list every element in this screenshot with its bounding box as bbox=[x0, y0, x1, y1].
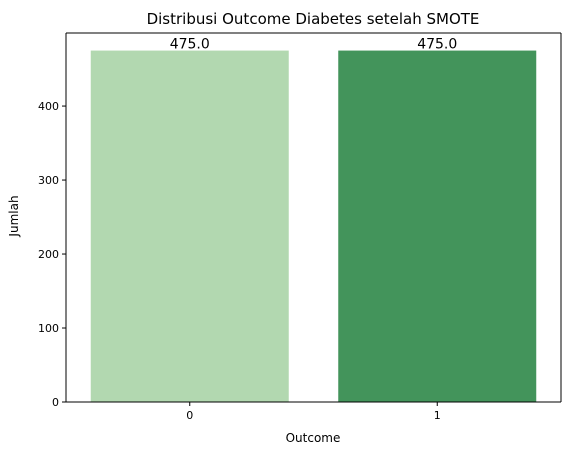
bar-value-label-1: 475.0 bbox=[417, 37, 457, 53]
bar-labels-layer: 475.0 475.0 bbox=[170, 37, 458, 53]
bar-0 bbox=[90, 50, 289, 402]
y-tick-label: 400 bbox=[38, 100, 59, 113]
y-tick-label: 300 bbox=[38, 174, 59, 187]
y-tick-label: 200 bbox=[38, 248, 59, 261]
bars-layer bbox=[90, 50, 537, 402]
bar-1 bbox=[338, 50, 537, 402]
axes-layer bbox=[65, 32, 562, 403]
y-tick-label: 0 bbox=[52, 396, 59, 409]
x-axis-title: Outcome bbox=[286, 431, 341, 445]
bar-value-label-0: 475.0 bbox=[170, 37, 210, 53]
x-tick-label: 1 bbox=[434, 409, 441, 422]
ticks-layer: 0 100 200 300 400 0 1 bbox=[38, 100, 441, 422]
y-tick-label: 100 bbox=[38, 322, 59, 335]
y-axis-title: Jumlah bbox=[7, 195, 21, 237]
chart-title: Distribusi Outcome Diabetes setelah SMOT… bbox=[147, 10, 480, 28]
x-tick-label: 0 bbox=[186, 409, 193, 422]
